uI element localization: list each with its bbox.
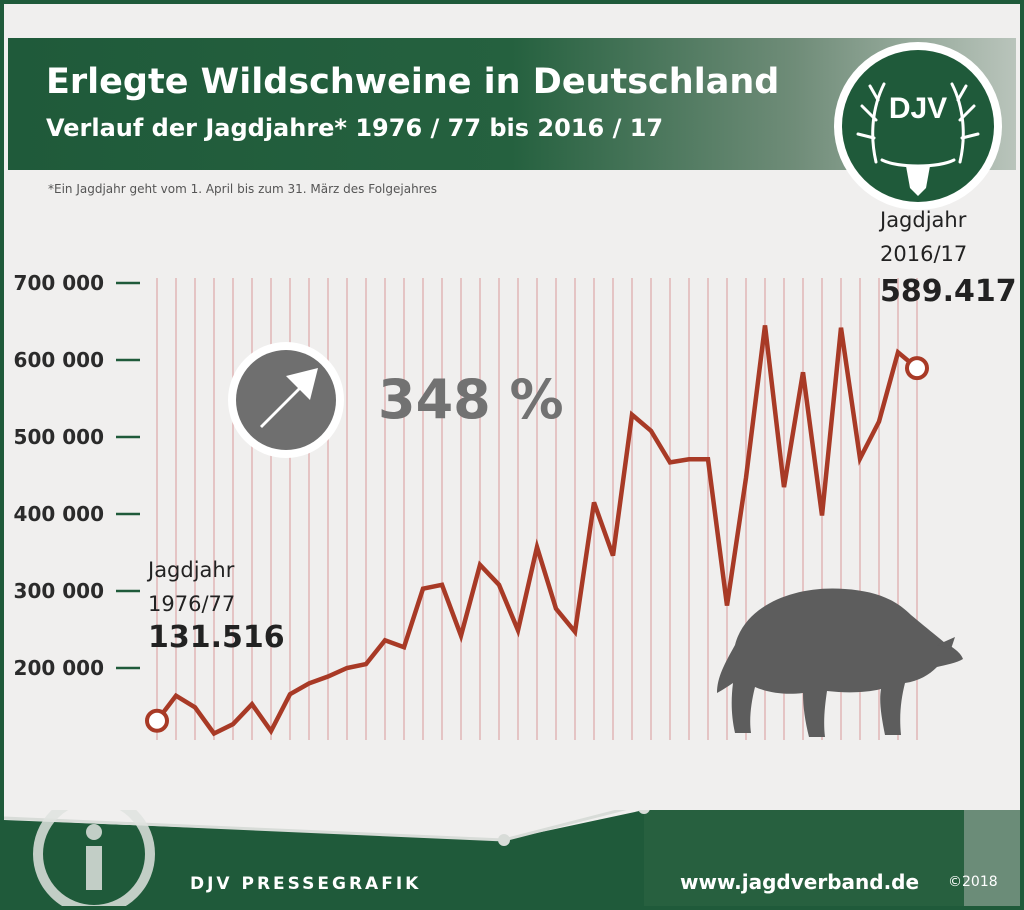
- y-tick-label: 500 000: [14, 425, 104, 449]
- end-label-line2: 2016/17: [880, 242, 968, 266]
- djv-logo: DJV: [834, 42, 1002, 210]
- start-label-line2: 1976/77: [148, 592, 236, 616]
- wild-boar-icon: [717, 588, 963, 737]
- info-icon: [33, 810, 155, 906]
- deer-antler-icon: [856, 82, 980, 196]
- y-tick-label: 200 000: [14, 656, 104, 680]
- footer-label: DJV PRESSEGRAFIK: [190, 874, 422, 894]
- logo-circle: DJV: [842, 50, 994, 202]
- end-point-marker: [905, 356, 929, 381]
- y-tick-label: 400 000: [14, 502, 104, 526]
- y-axis: 700 000 600 000 500 000 400 000 300 000 200 0…: [14, 271, 140, 680]
- website-link[interactable]: www.jagdverband.de: [680, 870, 920, 894]
- increase-badge: [226, 340, 346, 460]
- page-subtitle: Verlauf der Jagdjahre* 1976 / 77 bis 201…: [46, 114, 664, 142]
- end-value: 589.417: [880, 274, 1017, 309]
- increase-percentage: 348 %: [378, 368, 564, 431]
- y-tick-label: 300 000: [14, 579, 104, 603]
- copyright: ©2018: [948, 874, 998, 890]
- y-tick-label: 600 000: [14, 348, 104, 372]
- arrow-up-right-icon: [228, 342, 344, 458]
- footnote: *Ein Jagdjahr geht vom 1. April bis zum …: [48, 182, 437, 196]
- series-layer: [145, 325, 929, 737]
- page-title: Erlegte Wildschweine in Deutschland: [46, 62, 780, 102]
- start-point-marker: [145, 708, 169, 733]
- end-label-line1: Jagdjahr: [880, 208, 967, 232]
- y-tick-label: 700 000: [14, 271, 104, 295]
- start-value: 131.516: [148, 620, 285, 655]
- logo-text: DJV: [888, 92, 948, 125]
- start-label-line1: Jagdjahr: [148, 558, 235, 582]
- series-line: [155, 325, 919, 737]
- footer-band: [4, 810, 1020, 906]
